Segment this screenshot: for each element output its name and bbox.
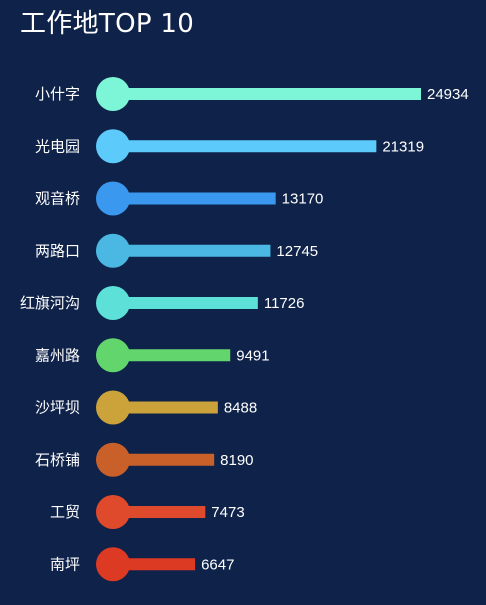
bar-marker-circle [96,442,130,477]
bar [113,140,377,153]
value-label: 21319 [382,138,424,155]
bar-row: 小什字 24934 [35,77,469,111]
bar-marker-circle [96,495,130,529]
chart-title: 工作地TOP 10 [20,9,195,39]
category-label: 光电园 [35,137,80,155]
category-label: 红旗河沟 [20,294,80,312]
value-label: 13170 [282,191,324,208]
bar-marker-circle [96,181,130,216]
bar-marker-circle [96,129,130,164]
bar [113,506,206,518]
bar-row: 沙坪坝 8488 [35,390,257,425]
value-label: 8190 [220,452,253,469]
bar-marker-circle [96,286,130,320]
value-label: 6647 [201,556,234,573]
value-label: 24934 [427,86,469,103]
category-label: 沙坪坝 [35,399,80,417]
bar-row: 石桥铺 8190 [35,442,254,477]
bar [113,244,271,257]
bars-layer: 小什字 24934 光电园 21319 观音桥 13170 两路口 12745 红旗河沟 1172… [20,77,469,582]
bar-row: 南坪 6647 [50,547,234,582]
value-label: 12745 [276,243,318,260]
value-label: 8488 [224,400,257,417]
bar [113,558,196,571]
category-label: 石桥铺 [35,451,80,469]
category-label: 南坪 [50,555,80,573]
bar-row: 红旗河沟 11726 [20,286,304,320]
bar-marker-circle [96,77,130,111]
bar-marker-circle [96,233,130,268]
category-label: 嘉州路 [35,346,80,364]
bar-row: 光电园 21319 [35,129,424,164]
bar-row: 嘉州路 9491 [35,338,270,373]
bar-row: 工贸 7473 [50,495,245,529]
bar-row: 观音桥 13170 [35,181,324,216]
bar [113,401,218,414]
bar-marker-circle [96,338,130,373]
bar [113,349,231,362]
bar-marker-circle [96,547,130,582]
bar [113,88,421,100]
value-label: 7473 [211,504,244,521]
bar-marker-circle [96,390,130,425]
bar [113,192,276,205]
bar [113,297,258,309]
bar [113,453,215,466]
bar-row: 两路口 12745 [35,233,318,268]
category-label: 工贸 [50,503,80,521]
value-label: 11726 [264,295,305,312]
category-label: 小什字 [35,85,80,103]
value-label: 9491 [236,347,269,364]
category-label: 两路口 [35,242,80,260]
category-label: 观音桥 [35,190,80,208]
